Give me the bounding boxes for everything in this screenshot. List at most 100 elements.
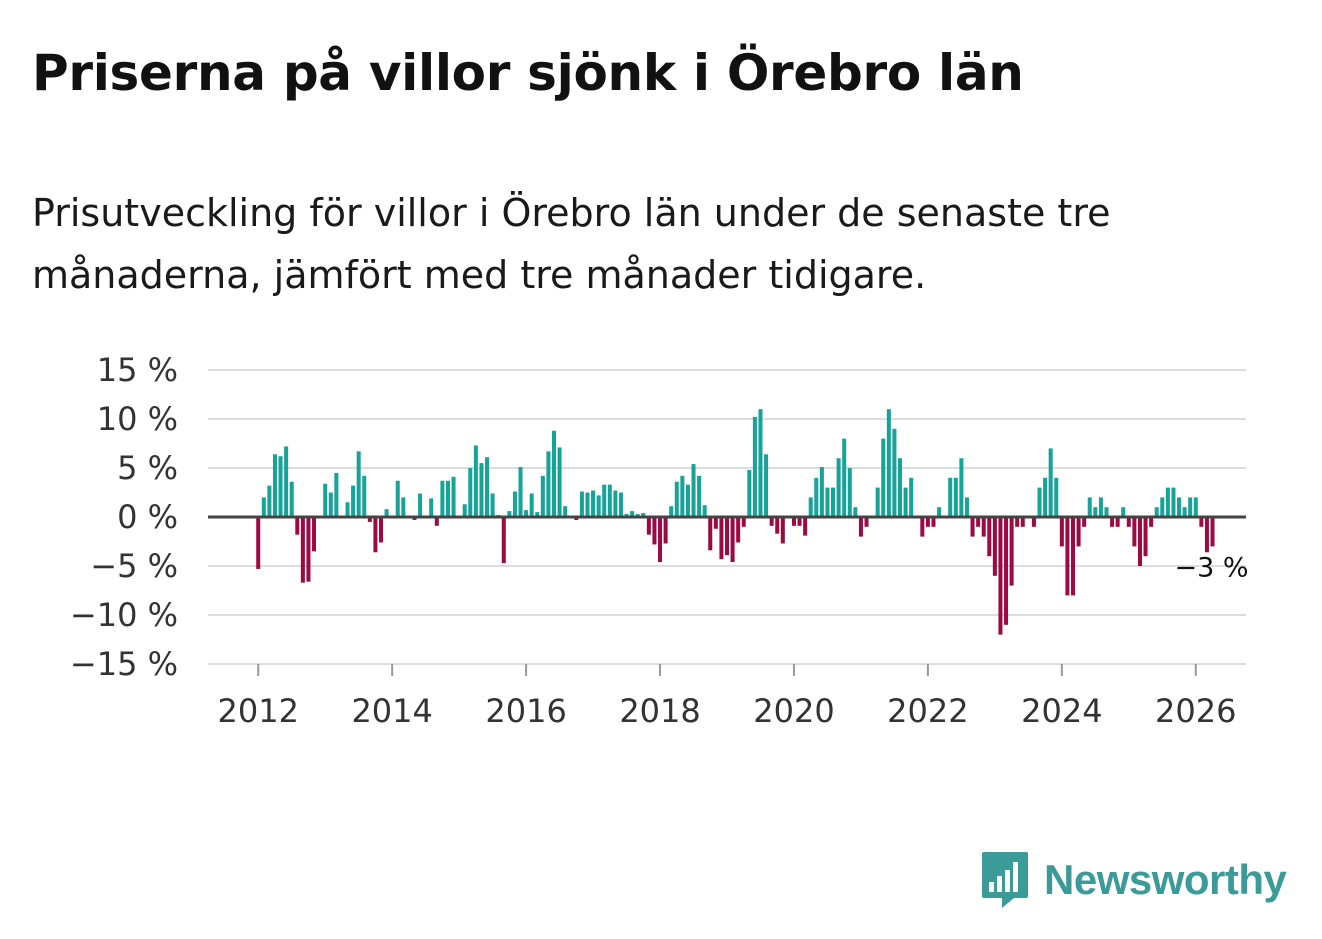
bar [987, 517, 992, 557]
bar [903, 487, 908, 517]
bar [702, 505, 707, 517]
y-tick-label: 5 % [117, 449, 178, 487]
bar [953, 477, 958, 517]
bar [724, 517, 730, 556]
y-tick-label: 10 % [97, 400, 178, 438]
bar [546, 451, 551, 517]
bar [613, 490, 618, 517]
bar [267, 485, 272, 517]
bar [551, 430, 557, 517]
bar [803, 517, 808, 536]
bar [964, 497, 969, 517]
bar [847, 468, 852, 517]
x-tick-label: 2024 [1021, 692, 1102, 730]
bar [825, 487, 830, 517]
bar [1182, 507, 1187, 517]
bars [256, 409, 1215, 635]
bar [1143, 517, 1148, 557]
y-axis-ticks: 15 % 10 % 5 % 0 % −5 % −10 % −15 % [70, 351, 178, 683]
bar [741, 517, 746, 527]
bar [1070, 517, 1076, 596]
bar [579, 491, 584, 517]
bar [473, 445, 478, 517]
bar [1009, 517, 1014, 586]
bar [328, 492, 333, 517]
bar [685, 484, 690, 517]
x-axis-ticks: 2012 2014 2016 2018 2020 2022 2024 2026 [218, 664, 1236, 730]
x-tick-label: 2014 [351, 692, 432, 730]
gridlines [208, 369, 1246, 665]
bar [1137, 517, 1142, 566]
bar [697, 475, 702, 517]
bar [864, 517, 869, 527]
bar [797, 517, 802, 526]
bar [920, 517, 925, 537]
bar [719, 517, 724, 560]
bar [1065, 517, 1070, 596]
bar [881, 438, 886, 517]
bar [736, 517, 741, 543]
bar [892, 428, 897, 517]
x-tick-label: 2022 [887, 692, 968, 730]
bar [1098, 497, 1103, 517]
bar [418, 493, 423, 517]
bar [1059, 517, 1064, 547]
bar [925, 517, 930, 527]
bar [434, 517, 439, 526]
bar [401, 497, 406, 517]
bar [1204, 517, 1209, 553]
bar [529, 493, 534, 517]
bar [970, 517, 975, 537]
bar [641, 513, 646, 517]
newsworthy-logo-icon [982, 852, 1028, 908]
bar [468, 468, 473, 517]
bar [462, 504, 467, 517]
bar [362, 475, 367, 517]
bar [518, 467, 523, 517]
bar [1082, 517, 1087, 527]
bar [1054, 477, 1059, 517]
bar [998, 517, 1003, 635]
bar [831, 487, 836, 517]
bar [959, 458, 964, 517]
bar [1048, 448, 1053, 517]
bar [752, 417, 757, 517]
bar [451, 476, 456, 517]
chart-subtitle: Prisutveckling för villor i Örebro län u… [32, 191, 1111, 297]
bar [1121, 507, 1126, 517]
bar [256, 517, 261, 569]
x-tick-label: 2012 [218, 692, 299, 730]
bar [334, 472, 339, 517]
bar [440, 480, 445, 517]
bar [708, 517, 713, 551]
chart-title: Priserna på villor sjönk i Örebro län [32, 44, 1024, 102]
bar [764, 454, 769, 517]
bar [836, 458, 841, 517]
bar [507, 511, 512, 517]
bar [646, 517, 651, 535]
bar-chart: 15 %10 %5 %0 %−5 %−10 %−15 % 2012 2014 201… [70, 351, 1249, 730]
bar [775, 517, 780, 534]
bar [1193, 497, 1198, 517]
bar [1154, 507, 1159, 517]
bar [897, 458, 903, 517]
bar [853, 507, 858, 517]
bar [858, 517, 863, 537]
x-tick-label: 2016 [485, 692, 566, 730]
bar [1015, 517, 1020, 527]
bar [747, 469, 752, 517]
bar [1165, 487, 1170, 517]
bar [261, 497, 266, 517]
bar [356, 451, 361, 517]
bar [618, 492, 623, 517]
bar [1199, 517, 1204, 527]
bar [373, 517, 378, 553]
bar [1132, 517, 1137, 547]
bar [351, 485, 356, 517]
bar [607, 484, 612, 517]
bar [886, 409, 891, 517]
bar [758, 409, 763, 517]
bar [1037, 487, 1042, 517]
bar [540, 475, 545, 517]
brand-name: Newsworthy [1044, 856, 1287, 903]
